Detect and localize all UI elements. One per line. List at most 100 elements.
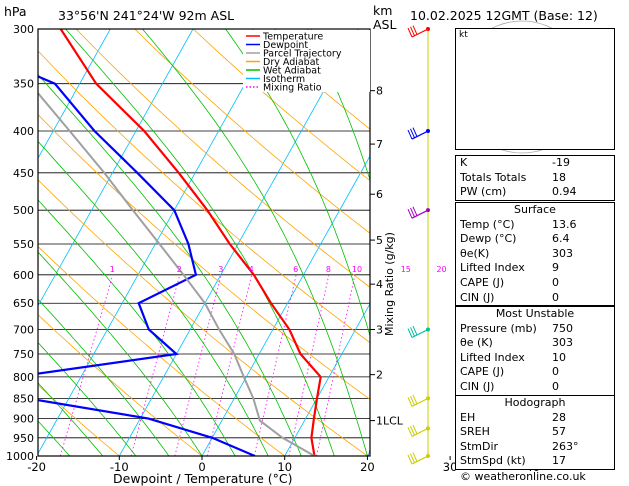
mu-row: θe (K) 303 xyxy=(460,336,573,350)
mixing-ratio-axis-label: Mixing Ratio (g/kg) xyxy=(383,232,396,336)
temp-tick-label: -20 xyxy=(27,460,46,474)
km-tick-label: 3 xyxy=(376,324,383,337)
wind-barb-flag xyxy=(412,394,418,405)
date-title: 10.02.2025 12GMT (Base: 12) xyxy=(410,8,598,23)
pressure-tick-label: 950 xyxy=(13,432,34,445)
dry-adiabat-line xyxy=(193,29,370,182)
isotherm-line xyxy=(201,155,370,456)
wind-barb xyxy=(407,424,430,437)
mixing-ratio-label: 8 xyxy=(326,265,331,274)
wet-adiabat-line xyxy=(307,29,370,182)
mu-row: Lifted Index 10 xyxy=(460,350,566,364)
mixing-ratio-label: 10 xyxy=(352,265,362,274)
km-tick-label: 6 xyxy=(376,188,383,201)
surface-panel: Surface Temp (°C) 13.6 Dewp (°C) 6.4 θe(K)… xyxy=(455,202,615,307)
wind-barb-flag xyxy=(412,127,418,137)
plot-frame xyxy=(37,28,371,457)
wind-barb-flag xyxy=(407,427,413,437)
indices-panel: K -19 Totals Totals 18 PW (cm) 0.94 xyxy=(455,155,615,201)
surface-row: Lifted Index 9 xyxy=(460,261,559,275)
legend-label: Dewpoint xyxy=(263,40,308,51)
dry-adiabat-line xyxy=(134,29,370,234)
temp-tick-label: 30 xyxy=(443,460,458,474)
pressure-tick-label: 650 xyxy=(13,297,34,310)
legend-label: Temperature xyxy=(262,32,323,43)
dry-adiabat-line xyxy=(38,384,120,456)
hodo-row: StmDir 263° xyxy=(460,439,579,453)
asl-label: ASL xyxy=(373,17,397,32)
wet-adiabat-line xyxy=(38,199,236,456)
wet-adiabat-line xyxy=(142,29,368,456)
pressure-tick-label: 300 xyxy=(13,23,34,36)
mixing-ratio-label: 3 xyxy=(218,265,223,274)
mixing-ratio-line xyxy=(59,274,114,456)
wet-adiabat-line xyxy=(38,73,302,456)
temp-tick-label: 10 xyxy=(277,460,292,474)
isotherm-line xyxy=(38,29,194,307)
mu-row: CIN (J) 0 xyxy=(460,379,559,393)
wind-barb-flag xyxy=(412,25,418,35)
mixing-ratio-line xyxy=(206,274,253,456)
index-row: K -19 xyxy=(460,156,570,169)
mu-row: CAPE (J) 0 xyxy=(460,365,559,379)
legend-label: Dry Adiabat xyxy=(263,57,320,68)
km-tick-label: 5 xyxy=(376,234,383,247)
km-tick-label: 1LCL xyxy=(376,415,404,428)
pressure-tick-label: 500 xyxy=(13,204,34,217)
hpa-label: hPa xyxy=(4,4,27,19)
mixing-ratio-line xyxy=(130,274,181,456)
pressure-tick-label: 700 xyxy=(13,324,34,337)
wind-barb-flag xyxy=(407,328,413,338)
wind-barb-flag xyxy=(410,26,415,37)
hodograph-unit: kt xyxy=(459,30,468,40)
pressure-tick-label: 400 xyxy=(13,125,34,138)
mu-row: Pressure (mb) 750 xyxy=(460,321,573,335)
dry-adiabat-line xyxy=(38,245,285,456)
most-unstable-title: Most Unstable xyxy=(495,307,575,320)
pressure-tick-label: 550 xyxy=(13,238,34,251)
plot-area xyxy=(38,29,370,456)
hodograph-table-title: Hodograph xyxy=(504,396,566,409)
wind-barb-flag xyxy=(407,454,413,465)
mixing-ratio-label: 20 xyxy=(436,265,446,274)
wind-barb-flag xyxy=(412,424,418,435)
legend-label: Isotherm xyxy=(263,74,305,85)
x-axis-label: Dewpoint / Temperature (°C) xyxy=(113,471,293,486)
mixing-ratio-label: 1 xyxy=(110,265,115,274)
wind-barb xyxy=(407,25,430,38)
mixing-ratio-label: 6 xyxy=(293,265,298,274)
km-tick-label: 8 xyxy=(376,85,383,98)
isotherm-line xyxy=(118,29,359,456)
mixing-ratio-line xyxy=(316,274,356,456)
mixing-ratio-line xyxy=(253,274,297,456)
km-label: km xyxy=(373,3,393,18)
wind-barb xyxy=(407,127,430,140)
pressure-tick-label: 350 xyxy=(13,78,34,91)
wind-barb-flag xyxy=(410,207,415,218)
wet-adiabat-line xyxy=(38,298,170,456)
wet-adiabat-line xyxy=(65,29,335,456)
isotherm-line xyxy=(284,302,370,456)
wind-barb-flag xyxy=(410,425,415,436)
wet-adiabat-line xyxy=(38,420,70,456)
surface-row: Dewp (°C) 6.4 xyxy=(460,232,570,246)
surface-title: Surface xyxy=(514,203,556,216)
surface-row: CIN (J) 0 xyxy=(460,290,559,304)
hodograph-table-panel: Hodograph EH 28 SREH 57 StmDir 263° StmSpd … xyxy=(455,395,615,470)
wet-adiabat-line xyxy=(225,29,370,338)
wet-adiabat-line xyxy=(38,341,137,456)
hodo-row: StmSpd (kt) 17 xyxy=(460,454,566,468)
km-tick-label: 4 xyxy=(376,278,383,291)
index-row: PW (cm) 0.94 xyxy=(460,185,577,199)
wind-barb xyxy=(407,394,430,407)
surface-row: Temp (°C) 13.6 xyxy=(460,217,577,231)
surface-row: CAPE (J) 0 xyxy=(460,275,559,289)
most-unstable-panel: Most Unstable Pressure (mb) 750 θe (K) 303… xyxy=(455,306,615,396)
hodo-row: EH 28 xyxy=(460,410,566,424)
legend-label: Wet Adiabat xyxy=(263,66,321,77)
wind-barb-flag xyxy=(412,452,418,462)
legend-label: Parcel Trajectory xyxy=(263,49,342,60)
pressure-tick-label: 900 xyxy=(13,413,34,426)
mixing-ratio-label: 2 xyxy=(177,265,182,274)
